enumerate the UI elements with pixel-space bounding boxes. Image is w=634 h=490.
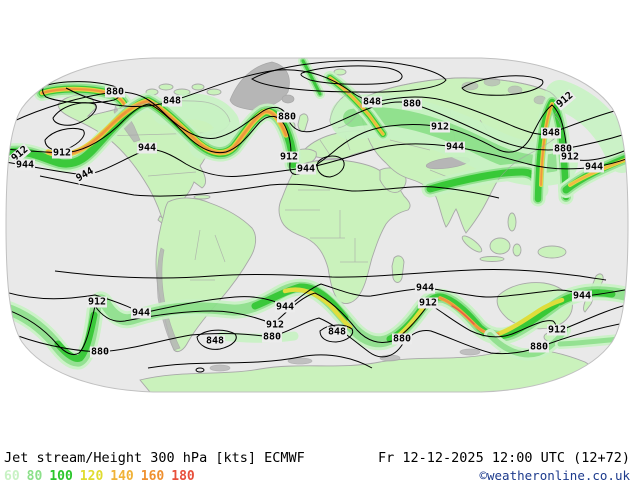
contour-lens-1 bbox=[52, 102, 97, 126]
mountains-andes bbox=[156, 247, 181, 351]
legend-value-60: 60 bbox=[4, 469, 20, 484]
island-madagascar bbox=[391, 255, 405, 283]
coastline-overlay bbox=[57, 77, 562, 181]
island-new-guinea bbox=[537, 245, 567, 259]
legend-value-120: 120 bbox=[79, 469, 104, 484]
footer: Jet stream/Height 300 hPa [kts] ECMWF Fr… bbox=[0, 446, 634, 490]
contour-976-sh bbox=[54, 268, 607, 281]
contour-lens-bering bbox=[42, 81, 121, 104]
legend-value-180: 180 bbox=[171, 469, 195, 484]
island-java bbox=[479, 256, 505, 262]
legend-value-80: 80 bbox=[26, 469, 43, 484]
legend-value-100: 100 bbox=[49, 469, 73, 484]
island-greenland bbox=[229, 61, 290, 111]
island-philippines bbox=[507, 212, 517, 232]
contour-loop-iberia bbox=[316, 155, 345, 178]
contour-antarctic bbox=[147, 354, 373, 369]
contour-880-nh bbox=[7, 91, 628, 151]
island-borneo bbox=[489, 237, 511, 255]
island-sumatra bbox=[461, 235, 483, 253]
contour-polar-loop-2 bbox=[300, 65, 403, 85]
legend-scale: 60 80 100 120 140 160 180 bbox=[4, 468, 202, 484]
contour-loop-ne bbox=[461, 75, 544, 96]
legend-value-160: 160 bbox=[140, 469, 165, 484]
contour-848-sh-pocket-1 bbox=[196, 329, 237, 350]
chart-datetime: Fr 12-12-2025 12:00 UTC (12+72) bbox=[378, 450, 630, 466]
contour-848-sh-pocket-2 bbox=[319, 324, 354, 343]
contour-lens-2 bbox=[44, 127, 85, 151]
chart-title: Jet stream/Height 300 hPa [kts] ECMWF bbox=[4, 450, 305, 466]
world-map bbox=[5, 57, 629, 393]
contour-912-sh bbox=[6, 292, 628, 356]
copyright: ©weatheronline.co.uk bbox=[479, 468, 630, 483]
contour-976-nh bbox=[39, 175, 500, 199]
island-cuba bbox=[193, 194, 211, 200]
continent-australia bbox=[496, 282, 573, 330]
island-britain bbox=[297, 113, 309, 132]
contour-polar-loop-1 bbox=[251, 60, 447, 93]
map-outline bbox=[5, 57, 629, 393]
legend-value-140: 140 bbox=[110, 469, 134, 484]
island-sulawesi bbox=[512, 243, 522, 257]
contour-880-sh bbox=[6, 317, 628, 358]
island-iceland bbox=[281, 94, 295, 104]
